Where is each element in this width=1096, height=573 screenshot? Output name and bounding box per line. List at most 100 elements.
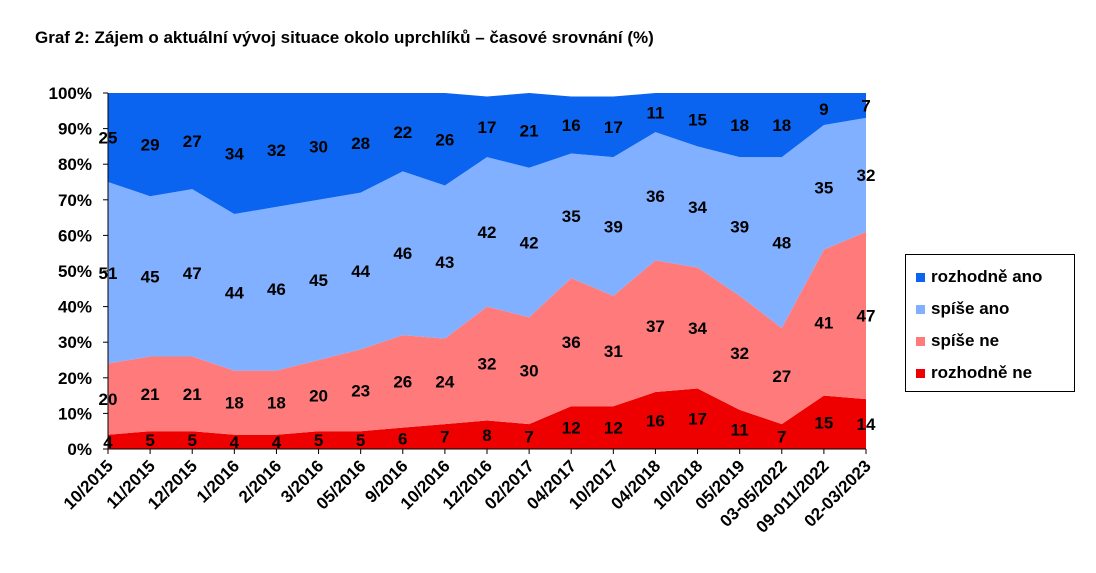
data-label: 16 xyxy=(646,412,665,431)
area-rozhodně-ne xyxy=(108,388,866,449)
legend-label: rozhodně ne xyxy=(931,363,1033,382)
y-tick-label: 20% xyxy=(58,369,92,388)
data-label: 34 xyxy=(688,319,707,338)
data-label: 41 xyxy=(814,314,833,333)
area-spíše-ne xyxy=(108,231,866,435)
y-tick-label: 70% xyxy=(58,191,92,210)
data-label: 31 xyxy=(604,342,623,361)
data-label: 43 xyxy=(435,253,454,272)
y-tick-label: 100% xyxy=(49,84,92,103)
y-tick-label: 0% xyxy=(67,440,92,459)
x-tick-label: 1/2016 xyxy=(193,456,243,506)
data-label: 32 xyxy=(857,166,876,185)
legend-label: rozhodně ano xyxy=(931,267,1043,286)
data-label: 18 xyxy=(267,394,286,413)
legend-swatch xyxy=(916,336,925,346)
y-tick-label: 30% xyxy=(58,333,92,352)
data-label: 6 xyxy=(398,429,407,448)
data-label: 7 xyxy=(440,428,449,447)
data-label: 20 xyxy=(309,387,328,406)
data-label: 37 xyxy=(646,317,665,336)
data-label: 46 xyxy=(267,280,286,299)
data-label: 8 xyxy=(482,426,491,445)
legend-item: rozhodně ne xyxy=(916,357,1074,389)
data-label: 7 xyxy=(524,428,533,447)
data-label: 23 xyxy=(351,381,370,400)
data-label: 24 xyxy=(435,372,454,391)
data-label: 26 xyxy=(393,372,412,391)
data-label: 35 xyxy=(562,207,581,226)
data-label: 5 xyxy=(187,431,196,450)
data-label: 5 xyxy=(145,431,154,450)
data-label: 32 xyxy=(730,344,749,363)
data-label: 48 xyxy=(772,234,791,253)
legend-swatch xyxy=(916,304,925,314)
data-label: 32 xyxy=(478,355,497,374)
legend: rozhodně ano spíše ano spíše ne rozhodně ne xyxy=(905,254,1075,392)
data-label: 16 xyxy=(562,116,581,135)
data-label: 21 xyxy=(183,385,202,404)
data-label: 30 xyxy=(520,362,539,381)
data-label: 28 xyxy=(351,134,370,153)
y-tick-label: 80% xyxy=(58,155,92,174)
y-tick-label: 40% xyxy=(58,298,92,317)
data-label: 27 xyxy=(183,132,202,151)
data-label: 34 xyxy=(688,198,707,217)
data-label: 17 xyxy=(478,118,497,137)
data-label: 11 xyxy=(646,104,664,123)
data-label: 9 xyxy=(819,100,828,119)
data-label: 22 xyxy=(393,123,412,142)
data-label: 12 xyxy=(604,419,623,438)
data-label: 21 xyxy=(520,121,539,140)
data-label: 11 xyxy=(731,420,749,439)
data-label: 45 xyxy=(309,271,328,290)
area-spíše-ano xyxy=(108,117,866,371)
y-tick-label: 90% xyxy=(58,120,92,139)
data-label: 21 xyxy=(141,385,160,404)
data-label: 4 xyxy=(230,433,240,452)
y-tick-label: 10% xyxy=(58,404,92,423)
data-label: 7 xyxy=(777,428,786,447)
data-label: 47 xyxy=(857,307,876,326)
legend-item: spíše ano xyxy=(916,293,1074,325)
data-label: 30 xyxy=(309,137,328,156)
data-label: 36 xyxy=(646,187,665,206)
data-label: 5 xyxy=(314,431,323,450)
chart-title: Graf 2: Zájem o aktuální vývoj situace o… xyxy=(35,28,654,47)
data-label: 18 xyxy=(730,116,749,135)
data-label: 39 xyxy=(730,218,749,237)
legend-swatch xyxy=(916,368,925,378)
data-label: 46 xyxy=(393,244,412,263)
data-label: 42 xyxy=(520,234,539,253)
legend-swatch xyxy=(916,272,925,282)
data-label: 32 xyxy=(267,141,286,160)
data-label: 44 xyxy=(351,262,370,281)
data-label: 12 xyxy=(562,419,581,438)
data-label: 26 xyxy=(435,130,454,149)
legend-item: spíše ne xyxy=(916,325,1074,357)
data-label: 27 xyxy=(772,367,791,386)
data-label: 36 xyxy=(562,333,581,352)
area-rozhodně-ano xyxy=(108,93,866,215)
data-label: 44 xyxy=(225,283,244,302)
data-label: 45 xyxy=(141,267,160,286)
data-label: 34 xyxy=(225,145,244,164)
legend-item: rozhodně ano xyxy=(916,261,1074,293)
data-label: 29 xyxy=(141,136,160,155)
data-label: 7 xyxy=(861,96,870,115)
data-label: 42 xyxy=(478,223,497,242)
data-label: 39 xyxy=(604,218,623,237)
legend-label: spíše ne xyxy=(931,331,1000,350)
y-tick-label: 60% xyxy=(58,226,92,245)
data-label: 5 xyxy=(356,431,365,450)
data-label: 18 xyxy=(225,394,244,413)
data-label: 47 xyxy=(183,264,202,283)
data-label: 4 xyxy=(272,433,282,452)
x-tick-label: 2/2016 xyxy=(235,456,285,506)
y-tick-label: 50% xyxy=(58,262,92,281)
data-label: 15 xyxy=(814,413,833,432)
data-label: 18 xyxy=(772,116,791,135)
data-label: 15 xyxy=(688,111,707,130)
data-label: 35 xyxy=(814,178,833,197)
